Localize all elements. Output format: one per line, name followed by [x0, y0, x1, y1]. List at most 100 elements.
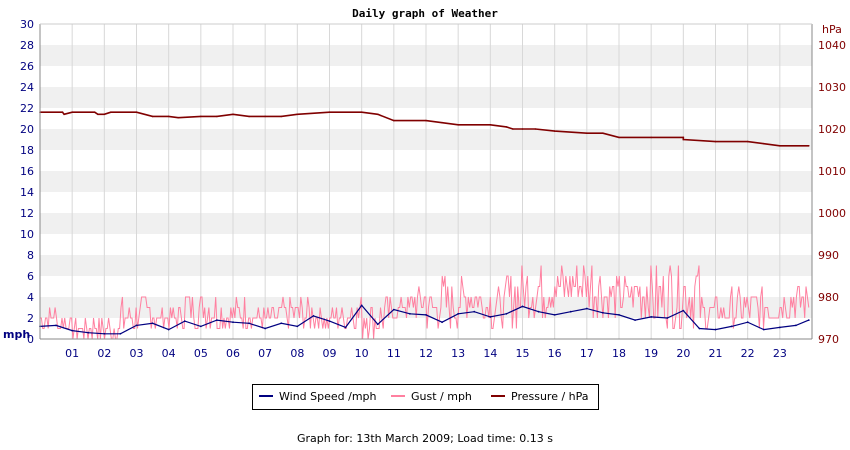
pressure-point: [109, 111, 112, 113]
wind-speed-point: [489, 316, 492, 318]
pressure-point: [63, 113, 65, 116]
legend-label-wind: Wind Speed /mph: [279, 390, 377, 403]
pressure-point: [216, 115, 218, 118]
pressure-point: [151, 115, 154, 118]
legend-item-pressure: Pressure / hPa: [491, 390, 589, 403]
x-tick-label: 03: [130, 347, 144, 360]
wind-speed-point: [650, 316, 653, 318]
pressure-point: [682, 136, 685, 139]
x-tick-label: 01: [65, 347, 79, 360]
wind-speed-point: [457, 312, 460, 315]
wind-speed-point: [698, 327, 701, 330]
x-tick-label: 04: [162, 347, 176, 360]
wind-speed-point: [216, 319, 218, 321]
wind-speed-point: [264, 327, 267, 330]
left-tick-label: 16: [20, 165, 34, 178]
right-tick-label: 970: [818, 333, 839, 346]
right-tick-label: 990: [818, 249, 839, 262]
wind-speed-point: [730, 325, 733, 328]
wind-speed-point: [682, 309, 685, 312]
pressure-point: [441, 121, 443, 124]
pressure-point: [714, 140, 717, 143]
x-tick-label: 22: [741, 347, 755, 360]
x-tick-label: 14: [483, 347, 497, 360]
weather-chart: Daily graph of Weather mph hPa 024681012…: [3, 7, 846, 360]
wind-speed-point: [473, 310, 476, 313]
pressure-point: [762, 142, 765, 145]
left-tick-label: 6: [27, 270, 34, 283]
pressure-point: [746, 140, 749, 143]
pressure-point: [505, 126, 508, 128]
legend: Wind Speed /mph Gust / mph Pressure / hP…: [252, 384, 599, 410]
wind-speed-point: [778, 326, 781, 329]
left-tick-label: 20: [20, 123, 34, 136]
pressure-point: [602, 132, 604, 134]
wind-speed-series: [39, 304, 810, 335]
wind-speed-point: [55, 324, 57, 327]
pressure-point: [682, 138, 685, 141]
wind-speed-point: [183, 320, 186, 323]
wind-speed-point: [312, 315, 315, 317]
pressure-point: [376, 113, 379, 116]
pressure-point: [328, 111, 331, 113]
wind-speed-point: [296, 325, 299, 328]
legend-item-wind: Wind Speed /mph: [259, 390, 377, 403]
pressure-point: [167, 115, 170, 118]
pressure-point: [264, 115, 266, 118]
pressure-point: [97, 113, 99, 116]
pressure-point: [457, 124, 459, 126]
pressure-swatch: [491, 395, 505, 397]
x-tick-label: 09: [323, 347, 337, 360]
wind-speed-point: [714, 328, 717, 331]
wind-speed-point: [360, 304, 363, 307]
left-tick-label: 4: [27, 291, 34, 304]
left-tick-label: 8: [27, 249, 34, 262]
pressure-point: [512, 128, 514, 130]
x-tick-label: 23: [773, 347, 787, 360]
pressure-point: [71, 111, 73, 113]
graph-footer: Graph for: 13th March 2009; Load time: 0…: [296, 432, 554, 445]
left-tick-label: 30: [20, 18, 34, 31]
left-tick-label: 12: [20, 207, 34, 220]
left-tick-label: 24: [20, 81, 34, 94]
right-tick-label: 980: [818, 291, 839, 304]
x-tick-label: 20: [676, 347, 690, 360]
right-tick-label: 1010: [818, 165, 846, 178]
wind-speed-point: [151, 322, 154, 325]
x-tick-label: 08: [290, 347, 304, 360]
right-tick-label: 1040: [818, 39, 846, 52]
pressure-point: [93, 111, 96, 113]
left-tick-label: 26: [20, 60, 34, 73]
wind-speed-point: [71, 329, 74, 332]
pressure-point: [779, 145, 781, 147]
wind-speed-point: [119, 332, 122, 335]
pressure-point: [360, 111, 363, 113]
wind-speed-point: [602, 311, 604, 314]
x-tick-label: 21: [709, 347, 723, 360]
x-tick-label: 18: [612, 347, 626, 360]
wind-speed-point: [392, 308, 395, 311]
x-tick-label: 10: [355, 347, 369, 360]
x-tick-label: 07: [258, 347, 272, 360]
pressure-point: [618, 136, 620, 139]
x-tick-label: 15: [516, 347, 530, 360]
left-tick-label: 14: [20, 186, 34, 199]
x-tick-label: 17: [580, 347, 594, 360]
wind-speed-point: [135, 324, 138, 327]
left-tick-label: 2: [27, 312, 34, 325]
gust-line-path: [40, 265, 810, 340]
gust-swatch: [391, 395, 405, 397]
pressure-point: [489, 124, 492, 126]
wind-speed-point: [409, 312, 411, 315]
pressure-point: [296, 113, 299, 116]
pressure-point: [232, 113, 234, 116]
pressure-point: [393, 119, 395, 122]
x-tick-label: 16: [548, 347, 562, 360]
pressure-point: [553, 130, 556, 132]
wind-speed-point: [344, 326, 347, 329]
wind-speed-point: [505, 312, 508, 315]
left-axis-unit-label: mph: [3, 328, 30, 341]
wind-speed-point: [87, 331, 90, 334]
pressure-point: [650, 136, 652, 139]
legend-label-gust: Gust / mph: [411, 390, 472, 403]
